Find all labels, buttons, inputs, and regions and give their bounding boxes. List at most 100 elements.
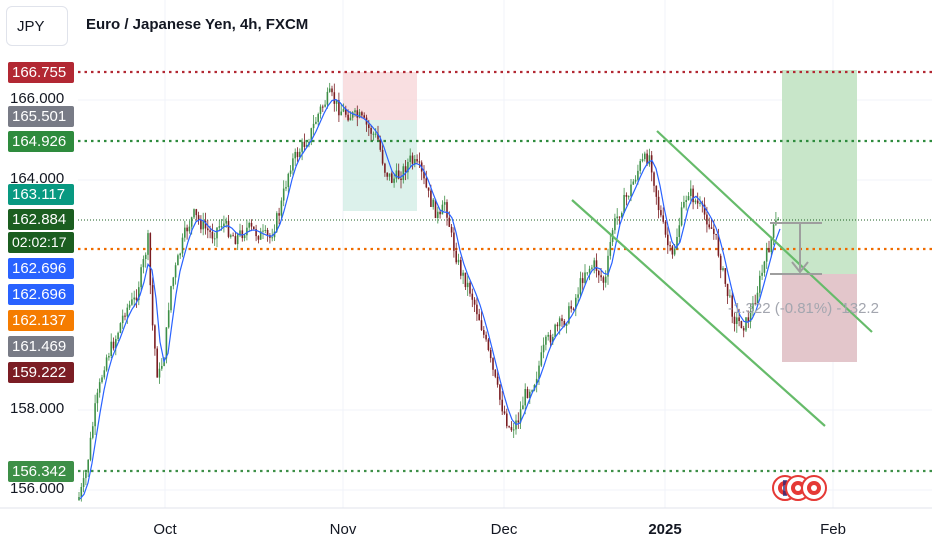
short-position-stop-zone[interactable] <box>343 72 417 120</box>
price-label-164926[interactable]: 164.926 <box>8 131 74 152</box>
candle-body <box>581 278 584 283</box>
price-label-current[interactable]: 162.884 <box>8 209 74 230</box>
candle-body <box>708 224 710 228</box>
candle-body <box>266 229 269 236</box>
short-position-target-zone[interactable] <box>343 120 417 211</box>
candle-body <box>179 253 181 256</box>
price-label-163117[interactable]: 163.117 <box>8 184 74 205</box>
candle-body <box>333 92 336 104</box>
candle-body <box>218 226 221 228</box>
candle-body <box>342 109 345 112</box>
candle-body <box>299 151 301 158</box>
candle-body <box>644 153 646 160</box>
candle-body <box>531 390 533 392</box>
candle-body <box>469 282 471 294</box>
candle-body <box>296 151 299 158</box>
price-label-162696-b[interactable]: 162.696 <box>8 284 74 305</box>
price-label-161469[interactable]: 161.469 <box>8 336 74 357</box>
candle-body <box>577 294 579 298</box>
candle-body <box>719 255 722 270</box>
candle-body <box>489 349 492 359</box>
candle-body <box>411 155 414 164</box>
candle-body <box>94 403 96 427</box>
candle-body <box>609 242 612 256</box>
channel-lower-line[interactable] <box>571 199 826 427</box>
candle-body <box>450 226 453 233</box>
candle-body <box>388 173 391 177</box>
price-label-162696-a[interactable]: 162.696 <box>8 258 74 279</box>
candle-body <box>181 237 184 254</box>
candle-body <box>678 225 681 238</box>
symbol-label: JPY <box>17 17 45 35</box>
candle-body <box>211 231 214 239</box>
candle-body <box>483 330 485 335</box>
candle-body <box>223 223 225 227</box>
candle-body <box>604 276 607 283</box>
candle-body <box>437 211 439 218</box>
candle-body <box>85 472 87 479</box>
candle-body <box>542 344 545 353</box>
candle-body <box>696 200 699 204</box>
candle-body <box>368 124 370 129</box>
candle-body <box>335 100 338 104</box>
candle-body <box>195 209 198 216</box>
candle-body <box>639 161 641 171</box>
price-label-166755[interactable]: 166.755 <box>8 62 74 83</box>
candle-body <box>754 303 756 305</box>
candle-body <box>402 166 405 181</box>
candle-body <box>614 218 616 231</box>
candle-body <box>416 159 418 162</box>
symbol-search-button[interactable]: JPY <box>6 6 68 46</box>
candle-body <box>556 324 559 327</box>
candle-body <box>724 268 727 284</box>
candle-body <box>423 171 425 179</box>
candle-body <box>595 260 598 271</box>
candle-body <box>632 181 635 185</box>
price-label-165501[interactable]: 165.501 <box>8 106 74 127</box>
candle-body <box>692 188 694 203</box>
candle-body <box>285 187 287 189</box>
candle-body <box>345 109 347 115</box>
candle-body <box>138 287 140 301</box>
long-position-stop-zone[interactable] <box>782 274 857 362</box>
price-label-159222[interactable]: 159.222 <box>8 362 74 383</box>
candle-body <box>324 104 326 107</box>
candle-body <box>202 220 204 230</box>
price-label-162137[interactable]: 162.137 <box>8 310 74 331</box>
candle-body <box>634 179 637 182</box>
candle-body <box>207 228 209 231</box>
candle-body <box>662 215 664 222</box>
candle-body <box>151 285 154 326</box>
candle-body <box>726 283 729 297</box>
event-icon[interactable] <box>801 475 827 501</box>
long-position-target-zone[interactable] <box>782 70 857 274</box>
channel-upper-line[interactable] <box>656 130 873 333</box>
candle-body <box>733 316 736 324</box>
candle-body <box>128 304 131 308</box>
candle-body <box>257 236 260 240</box>
candle-body <box>289 170 292 174</box>
candle-body <box>586 272 589 274</box>
candle-body <box>328 88 331 92</box>
candle-body <box>395 170 398 179</box>
y-tick-166000: 166.000 <box>10 90 65 107</box>
candle-body <box>439 211 441 215</box>
candle-body <box>591 267 593 269</box>
candle-body <box>184 227 186 238</box>
candle-body <box>124 315 126 317</box>
candle-body <box>526 389 529 399</box>
candle-body <box>397 170 400 179</box>
candle-body <box>476 304 478 315</box>
candle-body <box>354 110 356 113</box>
price-label-156342[interactable]: 156.342 <box>8 461 74 482</box>
candle-body <box>278 213 280 216</box>
candle-body <box>671 246 674 255</box>
candle-body <box>370 128 372 134</box>
candle-body <box>356 110 359 118</box>
candle-body <box>443 202 446 205</box>
candle-body <box>547 334 549 337</box>
candle-body <box>156 348 158 378</box>
candle-body <box>276 213 278 232</box>
economic-events[interactable] <box>772 473 828 503</box>
